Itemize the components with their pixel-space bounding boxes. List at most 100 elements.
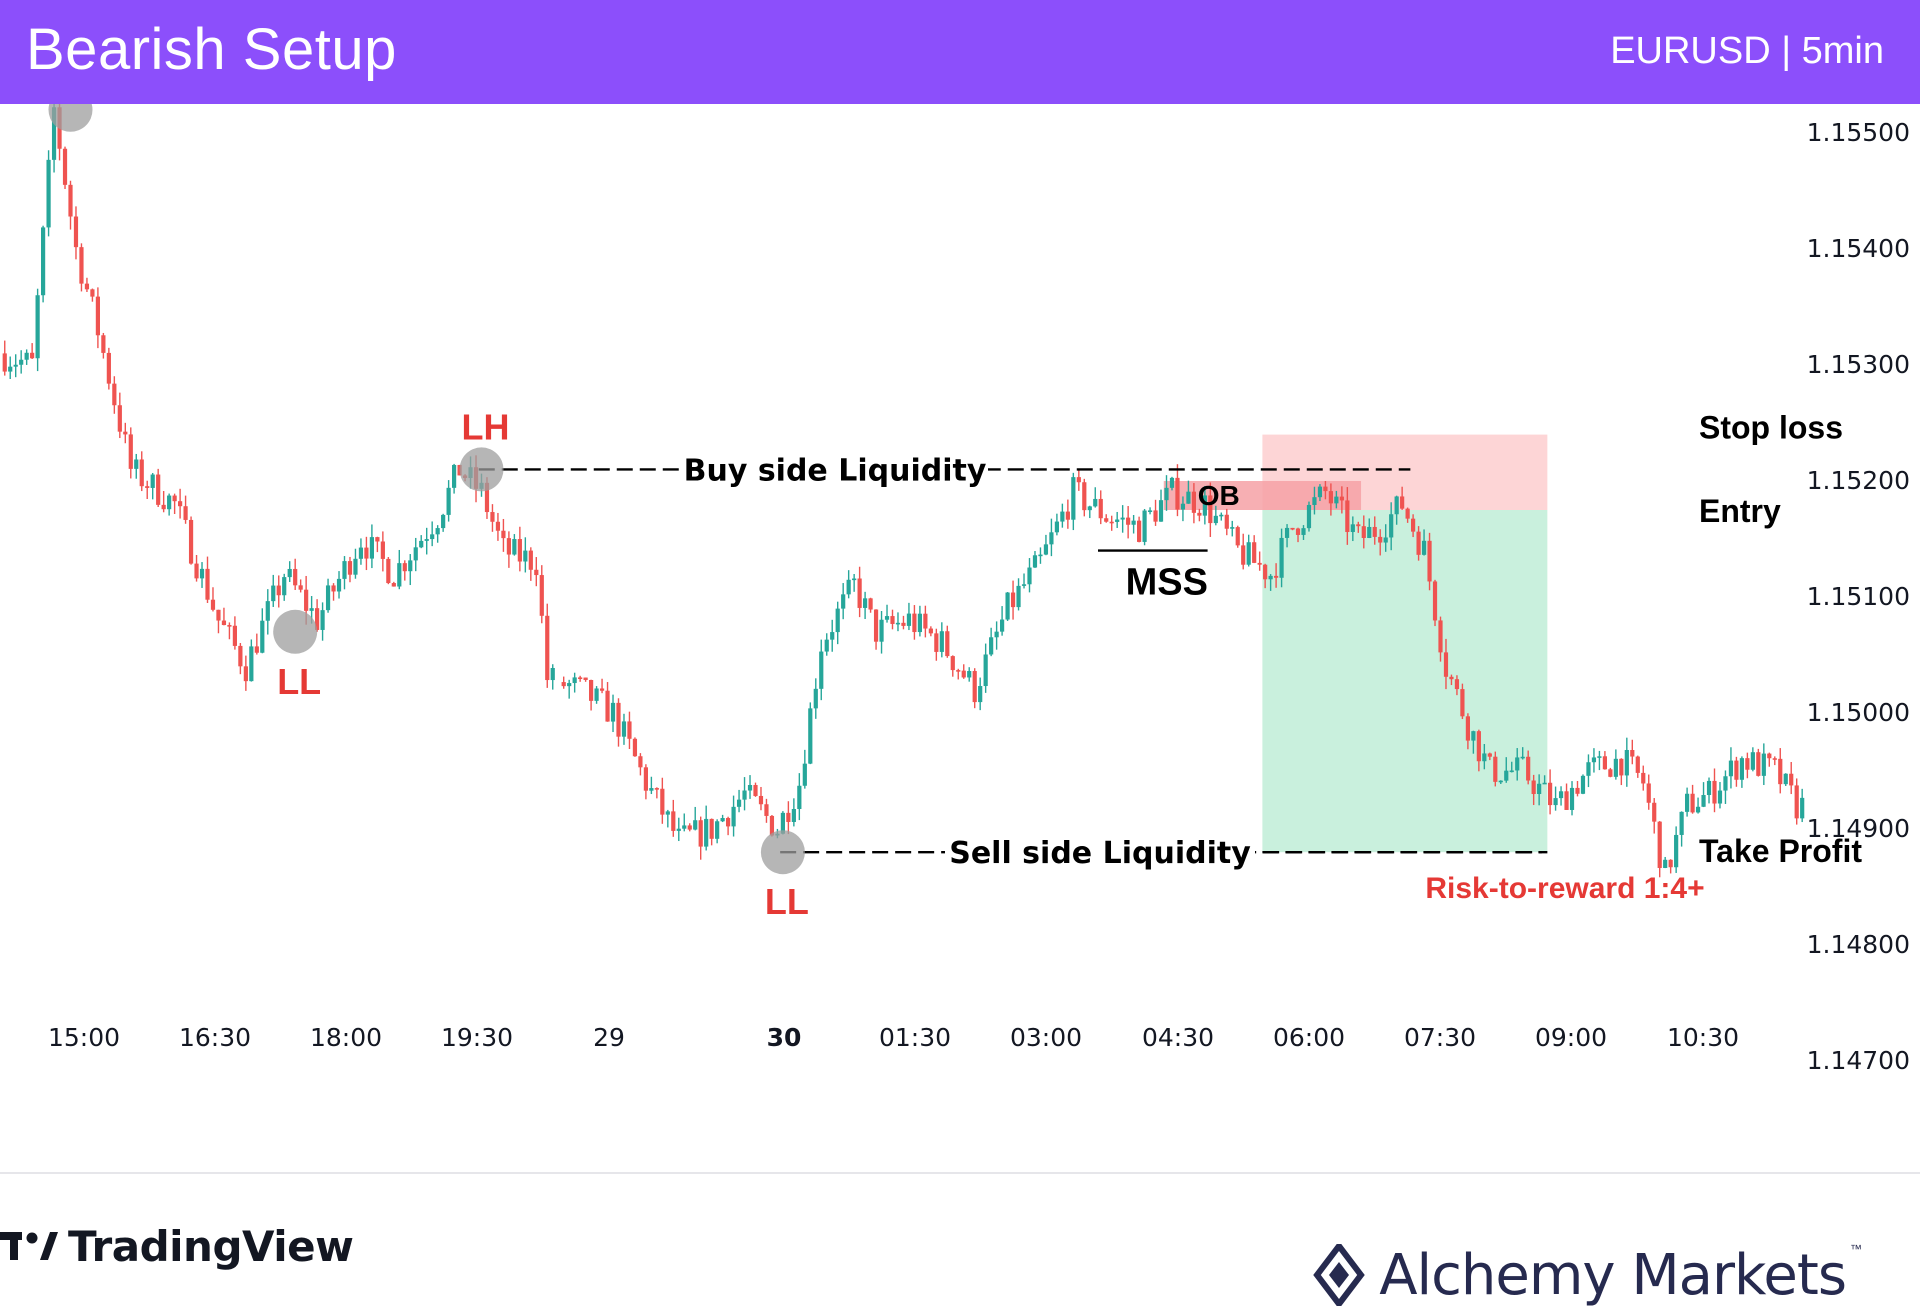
candle-body bbox=[1438, 620, 1443, 653]
x-tick-label: 15:00 bbox=[48, 1023, 120, 1052]
candle bbox=[1109, 515, 1114, 531]
candle bbox=[1586, 754, 1591, 788]
x-tick-label: 18:00 bbox=[310, 1023, 382, 1052]
candle-body bbox=[1635, 756, 1640, 773]
candle-body bbox=[46, 159, 51, 228]
candle-body bbox=[726, 818, 731, 827]
candle bbox=[1246, 534, 1251, 567]
candle bbox=[698, 816, 703, 860]
candle-body bbox=[1411, 518, 1416, 532]
candle bbox=[1054, 513, 1059, 536]
candle bbox=[1345, 487, 1350, 545]
candle-body bbox=[1772, 758, 1777, 760]
y-tick-label: 1.14900 bbox=[1807, 814, 1910, 843]
candle-body bbox=[24, 352, 29, 360]
candle bbox=[128, 427, 133, 479]
candle bbox=[1076, 469, 1081, 491]
candle bbox=[101, 332, 106, 359]
candle bbox=[375, 536, 380, 553]
candle bbox=[1750, 747, 1755, 772]
candle bbox=[221, 607, 227, 626]
candle bbox=[1361, 515, 1366, 549]
candle-body bbox=[1213, 515, 1218, 524]
candle bbox=[512, 534, 517, 556]
candle bbox=[654, 787, 659, 799]
candle bbox=[1142, 508, 1147, 546]
annotations-layer: Buy side Liquidity Sell side Liquidity MSS… bbox=[48, 104, 1862, 922]
candle bbox=[1153, 499, 1158, 526]
candle-body bbox=[978, 686, 983, 703]
candle bbox=[495, 512, 501, 541]
candle-body bbox=[101, 335, 106, 353]
candle-body bbox=[616, 702, 621, 737]
mss-label: MSS bbox=[1126, 562, 1208, 604]
candle bbox=[726, 816, 731, 836]
candle bbox=[8, 356, 13, 379]
x-tick-label: 09:00 bbox=[1535, 1023, 1607, 1052]
candle bbox=[46, 150, 51, 237]
candle bbox=[1695, 797, 1701, 814]
candle-body bbox=[1010, 592, 1016, 608]
candle bbox=[791, 798, 796, 827]
candle bbox=[386, 557, 391, 585]
candle-body bbox=[1257, 562, 1262, 565]
candle-body bbox=[1169, 477, 1175, 488]
candle bbox=[731, 795, 736, 837]
candle-body bbox=[1104, 518, 1109, 522]
candle bbox=[1531, 774, 1536, 806]
candle-body bbox=[824, 639, 829, 652]
candle-body bbox=[84, 283, 90, 290]
alchemy-wordmark: Alchemy Markets bbox=[1379, 1242, 1847, 1308]
candle-body bbox=[1137, 520, 1142, 542]
candle-body bbox=[1701, 795, 1706, 807]
candle-body bbox=[1558, 791, 1564, 799]
candle bbox=[945, 625, 950, 658]
candle bbox=[1060, 503, 1065, 528]
candle-body bbox=[1378, 536, 1383, 543]
candle bbox=[720, 814, 725, 823]
candle-body bbox=[846, 579, 851, 595]
candle bbox=[254, 633, 259, 655]
candle bbox=[857, 566, 862, 618]
candle-body bbox=[1230, 527, 1235, 529]
candle bbox=[1252, 535, 1257, 564]
candle-body bbox=[1367, 526, 1372, 538]
candle-body bbox=[819, 651, 824, 689]
candle bbox=[1213, 505, 1218, 526]
candle bbox=[62, 146, 68, 189]
candle bbox=[1498, 780, 1503, 785]
candle bbox=[1274, 563, 1279, 588]
y-tick-label: 1.15000 bbox=[1807, 698, 1910, 727]
candle-body bbox=[298, 585, 303, 590]
candle-body bbox=[156, 474, 161, 505]
candle-body bbox=[950, 656, 955, 671]
candle-body bbox=[1060, 511, 1065, 522]
candle bbox=[928, 626, 933, 637]
candle bbox=[293, 558, 298, 590]
candle-body bbox=[1279, 537, 1284, 578]
candle-body bbox=[1756, 752, 1761, 776]
candle bbox=[1093, 487, 1098, 508]
candle bbox=[1147, 507, 1153, 515]
candle-body bbox=[1093, 498, 1098, 507]
candle-body bbox=[539, 575, 544, 616]
candle-body bbox=[1487, 753, 1492, 757]
y-tick-label: 1.15400 bbox=[1807, 234, 1910, 263]
candle bbox=[583, 677, 588, 682]
candle bbox=[199, 562, 205, 588]
candlestick-chart[interactable]: Buy side Liquidity Sell side Liquidity MSS… bbox=[0, 104, 1920, 1170]
candle bbox=[419, 535, 424, 549]
candle-body bbox=[221, 620, 227, 626]
candle-body bbox=[660, 788, 665, 815]
candle bbox=[1449, 674, 1454, 686]
candle-body bbox=[599, 688, 605, 691]
candle bbox=[610, 694, 616, 733]
candle-body bbox=[1224, 514, 1229, 529]
candle-body bbox=[1602, 756, 1607, 770]
candle-body bbox=[1153, 510, 1158, 522]
candle-body bbox=[873, 609, 879, 642]
candle bbox=[1520, 747, 1525, 760]
candle bbox=[1454, 675, 1460, 696]
candle bbox=[1416, 526, 1421, 561]
candle-body bbox=[254, 646, 259, 653]
